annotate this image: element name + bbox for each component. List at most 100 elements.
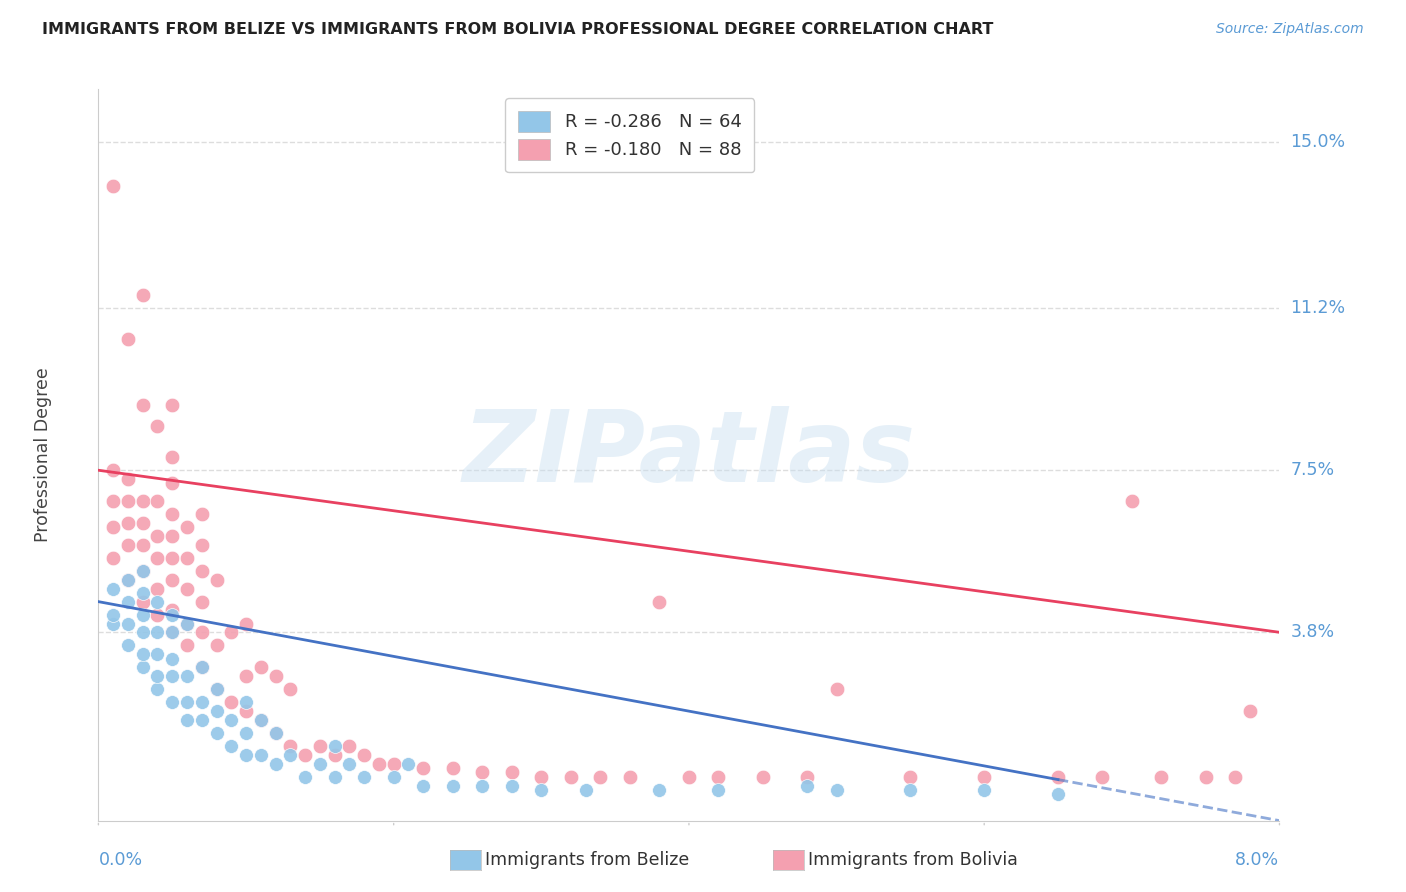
Point [146, 582, 169, 596]
Point [162, 625, 183, 640]
Point [117, 494, 139, 508]
Point [117, 616, 139, 631]
Point [191, 695, 214, 709]
Point [117, 516, 139, 530]
Point [441, 779, 464, 793]
Point [117, 538, 139, 552]
Point [367, 756, 389, 771]
Text: Immigrants from Bolivia: Immigrants from Bolivia [808, 851, 1018, 869]
Point [103, 582, 124, 596]
Point [146, 607, 169, 622]
Point [176, 616, 198, 631]
Point [117, 573, 139, 587]
Point [191, 625, 214, 640]
Point [264, 669, 287, 683]
Point [117, 573, 139, 587]
Point [146, 625, 169, 640]
Point [471, 779, 494, 793]
Point [205, 682, 228, 697]
Point [103, 520, 124, 534]
Point [219, 625, 242, 640]
Point [250, 660, 273, 674]
Text: Source: ZipAtlas.com: Source: ZipAtlas.com [1216, 22, 1364, 37]
Point [146, 682, 169, 697]
Point [132, 494, 155, 508]
Point [162, 603, 183, 617]
Point [973, 783, 995, 797]
Point [235, 747, 257, 762]
Point [191, 660, 214, 674]
Point [132, 586, 155, 600]
Point [501, 765, 523, 780]
Point [501, 779, 523, 793]
Point [191, 507, 214, 521]
Point [382, 756, 405, 771]
Point [589, 770, 612, 784]
Point [162, 550, 183, 565]
Point [412, 779, 434, 793]
Point [323, 770, 346, 784]
Point [162, 695, 183, 709]
Point [250, 713, 273, 727]
Text: ZIPatlas: ZIPatlas [463, 407, 915, 503]
Point [412, 761, 434, 775]
Point [146, 550, 169, 565]
Point [308, 756, 332, 771]
Text: 0.0%: 0.0% [98, 851, 142, 869]
Point [796, 779, 818, 793]
Point [264, 726, 287, 740]
Point [278, 739, 301, 754]
Point [146, 647, 169, 661]
Point [1046, 770, 1069, 784]
Point [176, 520, 198, 534]
Point [117, 472, 139, 486]
Point [162, 573, 183, 587]
Point [103, 616, 124, 631]
Point [707, 783, 730, 797]
Point [1150, 770, 1173, 784]
Point [103, 607, 124, 622]
Point [825, 682, 848, 697]
Point [1239, 704, 1261, 718]
Point [205, 573, 228, 587]
Point [264, 756, 287, 771]
Point [560, 770, 582, 784]
Point [191, 660, 214, 674]
Point [219, 695, 242, 709]
Point [751, 770, 773, 784]
Point [117, 639, 139, 653]
Point [648, 594, 671, 608]
Text: Immigrants from Belize: Immigrants from Belize [485, 851, 689, 869]
Point [294, 747, 316, 762]
Point [162, 669, 183, 683]
Point [176, 639, 198, 653]
Point [162, 607, 183, 622]
Point [707, 770, 730, 784]
Point [162, 398, 183, 412]
Point [146, 669, 169, 683]
Point [574, 783, 596, 797]
Point [176, 695, 198, 709]
Point [1121, 494, 1143, 508]
Point [162, 625, 183, 640]
Point [132, 647, 155, 661]
Text: Professional Degree: Professional Degree [34, 368, 52, 542]
Point [1091, 770, 1114, 784]
Point [278, 682, 301, 697]
Point [219, 713, 242, 727]
Text: 15.0%: 15.0% [1291, 133, 1346, 151]
Point [103, 178, 124, 193]
Point [353, 747, 375, 762]
Point [219, 739, 242, 754]
Point [176, 582, 198, 596]
Point [619, 770, 641, 784]
Point [103, 463, 124, 477]
Point [117, 332, 139, 346]
Point [530, 770, 553, 784]
Point [205, 726, 228, 740]
Point [205, 704, 228, 718]
Point [678, 770, 700, 784]
Point [337, 756, 360, 771]
Point [353, 770, 375, 784]
Point [176, 550, 198, 565]
